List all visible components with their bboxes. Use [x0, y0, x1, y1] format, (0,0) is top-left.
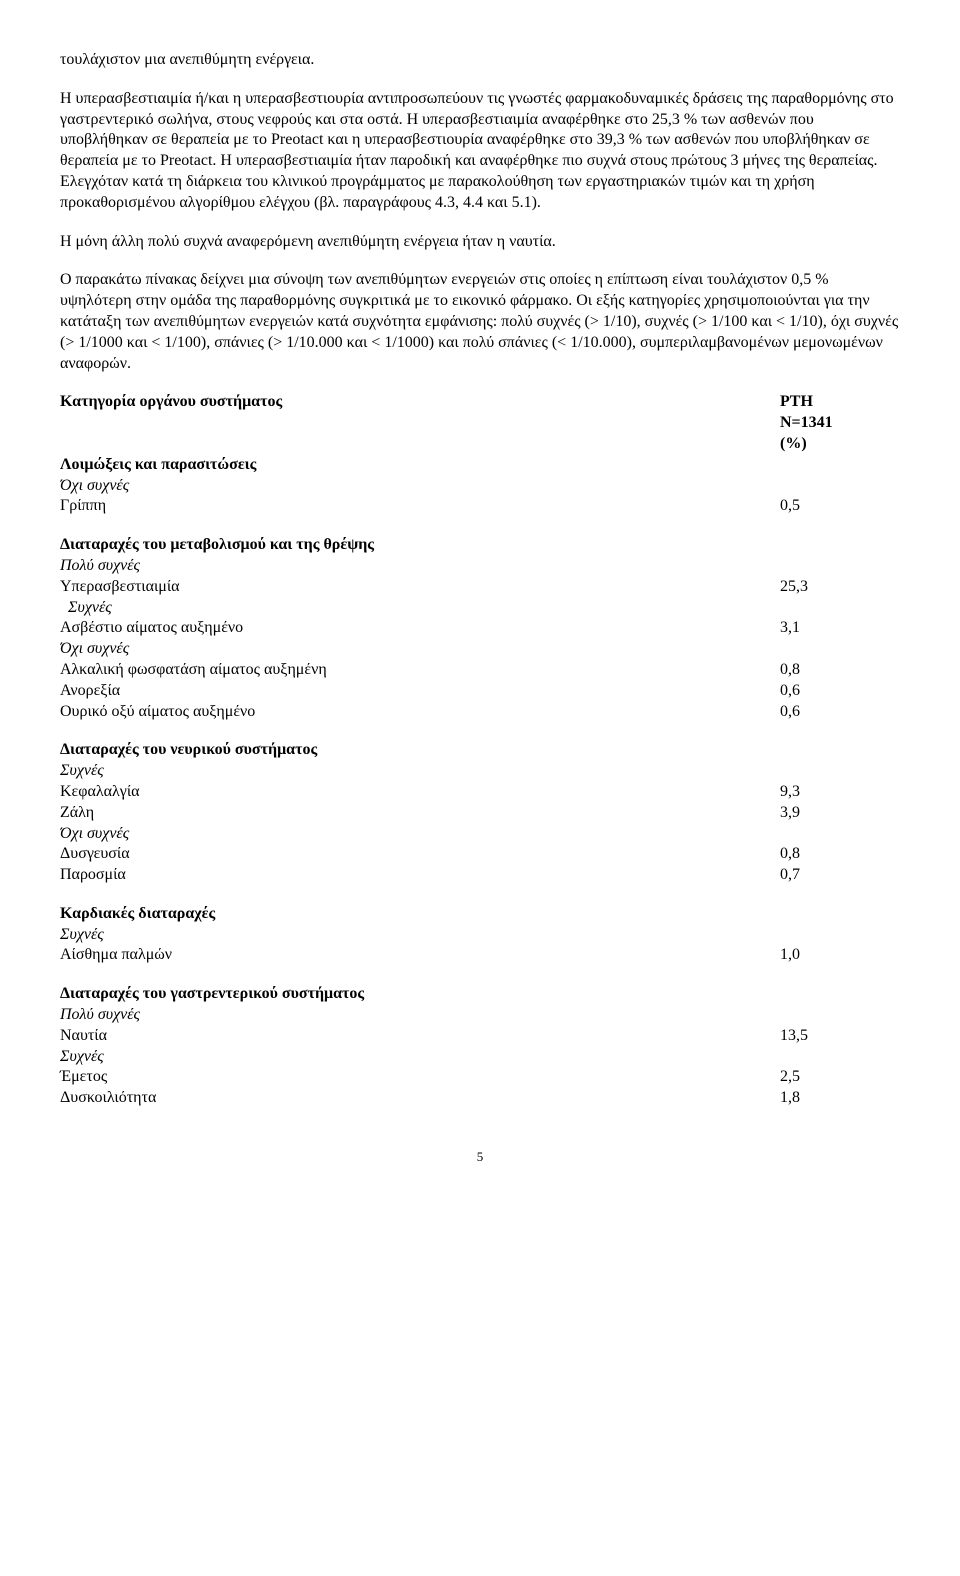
adverse-event-label: Κεφαλαλγία	[60, 783, 140, 800]
table-header-pct: (%)	[780, 435, 807, 452]
adverse-event-value: 0,5	[780, 497, 800, 514]
adverse-event-value: 0,8	[780, 661, 800, 678]
section-title: Λοιμώξεις και παρασιτώσεις	[60, 456, 256, 473]
adverse-event-label: Γρίππη	[60, 497, 106, 514]
table-header-pth: PTH	[780, 393, 813, 410]
frequency-label: Όχι συχνές	[60, 640, 129, 657]
adverse-event-value: 1,8	[780, 1089, 800, 1106]
adverse-event-value: 0,6	[780, 682, 800, 699]
adverse-event-label: Ανορεξία	[60, 682, 120, 699]
paragraph-1: τουλάχιστον μια ανεπιθύμητη ενέργεια.	[60, 50, 900, 71]
frequency-label: Όχι συχνές	[60, 825, 129, 842]
frequency-label: Πολύ συχνές	[60, 1006, 140, 1023]
paragraph-3: Η μόνη άλλη πολύ συχνά αναφερόμενη ανεπι…	[60, 232, 900, 253]
adverse-event-label: Αίσθημα παλμών	[60, 946, 172, 963]
adverse-event-label: Ασβέστιο αίματος αυξημένο	[60, 619, 243, 636]
section-title: Διαταραχές του νευρικού συστήματος	[60, 741, 317, 758]
adverse-event-label: Ναυτία	[60, 1027, 107, 1044]
adverse-event-value: 0,6	[780, 703, 800, 720]
adverse-event-label: Ζάλη	[60, 804, 94, 821]
frequency-label: Συχνές	[60, 599, 112, 616]
frequency-label: Όχι συχνές	[60, 477, 129, 494]
paragraph-4: Ο παρακάτω πίνακας δείχνει μια σύνοψη τω…	[60, 270, 900, 374]
adverse-event-label: Δυσκοιλιότητα	[60, 1089, 156, 1106]
adverse-event-value: 0,7	[780, 866, 800, 883]
section-title: Καρδιακές διαταραχές	[60, 905, 215, 922]
table-header-n: N=1341	[780, 414, 833, 431]
adverse-event-value: 2,5	[780, 1068, 800, 1085]
adverse-event-value: 3,1	[780, 619, 800, 636]
adverse-event-label: Δυσγευσία	[60, 845, 130, 862]
section-title: Διαταραχές του γαστρεντερικού συστήματος	[60, 985, 364, 1002]
frequency-label: Πολύ συχνές	[60, 557, 140, 574]
adverse-event-value: 13,5	[780, 1027, 808, 1044]
adverse-event-value: 1,0	[780, 946, 800, 963]
section-title: Διαταραχές του μεταβολισμού και της θρέψ…	[60, 536, 374, 553]
adverse-event-value: 9,3	[780, 783, 800, 800]
adverse-event-value: 25,3	[780, 578, 808, 595]
frequency-label: Συχνές	[60, 762, 104, 779]
frequency-label: Συχνές	[60, 926, 104, 943]
adverse-event-label: Υπερασβεστιαιμία	[60, 578, 180, 595]
adverse-event-value: 0,8	[780, 845, 800, 862]
table-header-left: Κατηγορία οργάνου συστήματος	[60, 393, 282, 410]
paragraph-2: Η υπερασβεστιαιμία ή/και η υπερασβεστιου…	[60, 89, 900, 214]
adverse-events-table: Κατηγορία οργάνου συστήματος PTH N=1341 (%)…	[60, 392, 900, 1109]
page-number: 5	[60, 1149, 900, 1166]
adverse-event-value: 3,9	[780, 804, 800, 821]
adverse-event-label: Παροσμία	[60, 866, 126, 883]
adverse-event-label: Αλκαλική φωσφατάση αίματος αυξημένη	[60, 661, 327, 678]
frequency-label: Συχνές	[60, 1048, 104, 1065]
adverse-event-label: Έμετος	[60, 1068, 107, 1085]
adverse-event-label: Ουρικό οξύ αίματος αυξημένο	[60, 703, 255, 720]
